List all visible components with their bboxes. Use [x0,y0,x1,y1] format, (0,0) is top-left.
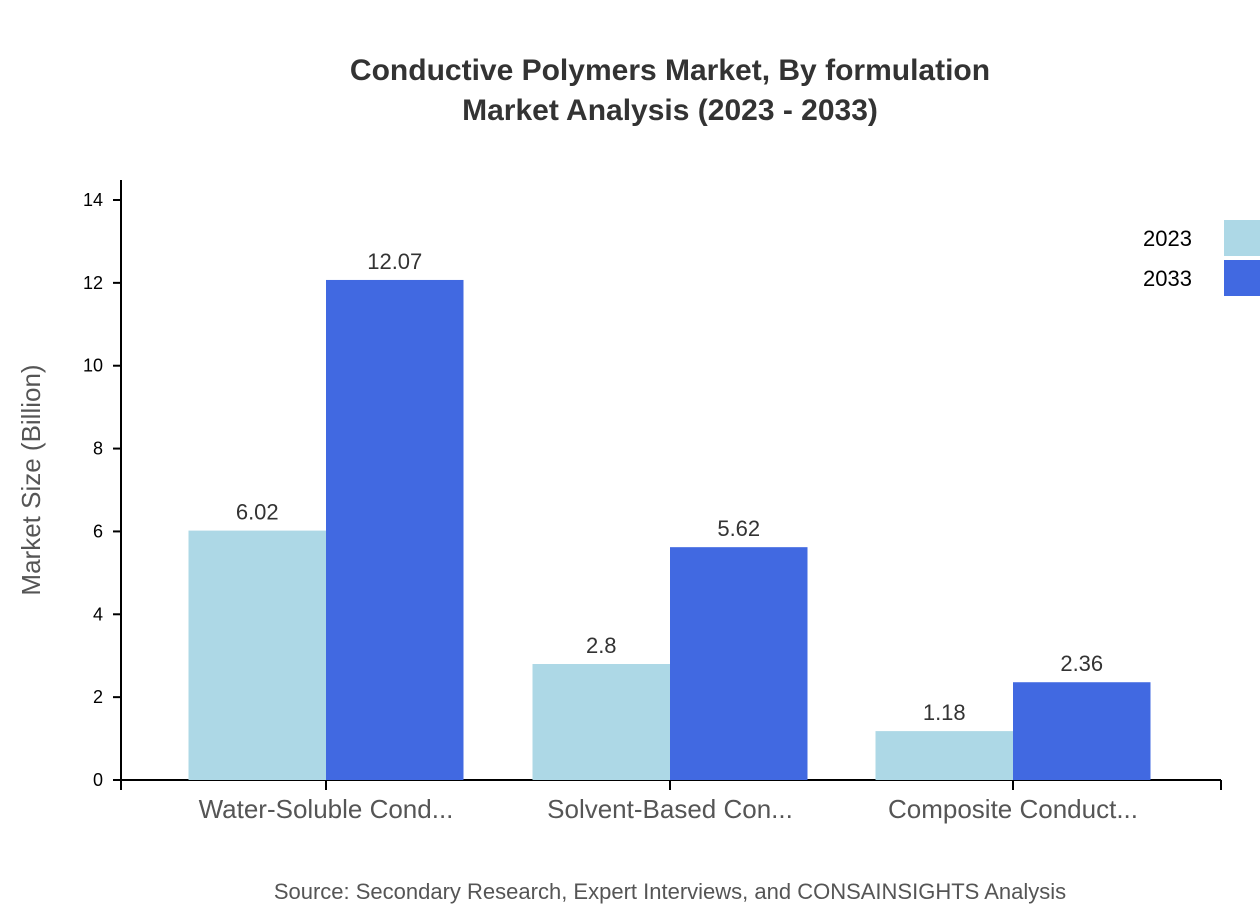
data-label: 2.8 [586,633,617,658]
data-label: 5.62 [717,516,760,541]
legend-swatch-2023 [1224,220,1260,256]
data-label: 2.36 [1060,651,1103,676]
legend-label: 2033 [1143,266,1192,291]
y-tick-label: 2 [93,687,103,707]
chart-subtitle: Market Analysis (2023 - 2033) [462,94,878,127]
data-label: 12.07 [367,249,422,274]
bar-2023 [188,530,326,780]
y-tick-label: 10 [83,356,103,376]
plot-area: 0 2 4 6 8 10 12 14 Water-Soluble Cond... 6.02 12.0… [83,180,1222,824]
chart-title: Conductive Polymers Market, By formulati… [350,54,990,87]
source-note: Source: Secondary Research, Expert Inter… [274,879,1066,904]
data-label: 6.02 [236,500,279,525]
y-tick-label: 6 [93,521,103,541]
bar-2023 [875,731,1013,780]
data-label: 1.18 [923,700,966,725]
y-axis-label: Market Size (Billion) [16,364,46,595]
x-tick-label: Water-Soluble Cond... [199,794,454,824]
x-tick-label: Composite Conduct... [888,794,1138,824]
x-tick-label: Solvent-Based Con... [547,794,793,824]
bar-2033 [1013,682,1151,780]
y-tick-label: 0 [93,770,103,790]
legend: 2023 2033 [1143,220,1260,296]
y-tick-label: 14 [83,190,103,210]
legend-swatch-2033 [1224,260,1260,296]
legend-label: 2023 [1143,226,1192,251]
bar-2033 [326,279,464,780]
bar-2033 [670,547,808,780]
y-tick-label: 4 [93,604,103,624]
y-tick-label: 8 [93,439,103,459]
y-tick-label: 12 [83,273,103,293]
bar-2023 [532,664,670,780]
